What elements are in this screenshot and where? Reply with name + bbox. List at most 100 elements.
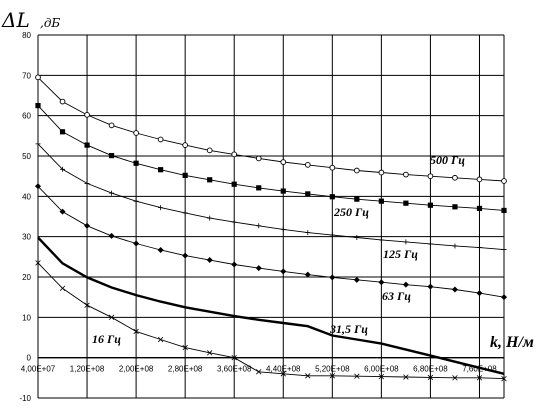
data-point xyxy=(207,177,213,183)
data-point xyxy=(256,185,262,191)
data-point xyxy=(476,375,483,381)
y-tick-label: 30 xyxy=(22,233,31,242)
series-line xyxy=(37,262,505,380)
x-tick-label: 6,00E+08 xyxy=(364,365,399,374)
data-point xyxy=(182,210,188,216)
data-point xyxy=(305,230,311,236)
grid-lines xyxy=(37,34,505,399)
data-point xyxy=(280,371,286,377)
data-point xyxy=(108,122,115,129)
data-point xyxy=(403,200,409,206)
data-point xyxy=(59,285,66,291)
series-16-hz xyxy=(35,260,507,382)
data-point xyxy=(182,344,188,351)
data-point xyxy=(452,375,458,381)
data-point xyxy=(378,279,385,286)
data-point xyxy=(501,375,507,382)
data-point xyxy=(84,142,90,148)
data-point xyxy=(403,171,409,178)
data-point xyxy=(133,130,139,136)
y-tick-label: 10 xyxy=(22,313,31,322)
data-point xyxy=(256,223,262,229)
data-point xyxy=(157,136,164,143)
series-line xyxy=(37,77,505,182)
data-point xyxy=(501,178,507,184)
series-250-hz xyxy=(35,102,507,214)
y-axis-label: ΔL xyxy=(1,8,30,32)
data-point xyxy=(157,336,164,343)
data-point xyxy=(378,237,384,243)
data-point xyxy=(182,142,189,148)
series-label: 16 Гц xyxy=(92,332,121,346)
series-line xyxy=(37,236,505,375)
data-point xyxy=(353,167,360,174)
series-line xyxy=(37,185,505,298)
data-point xyxy=(231,354,237,361)
data-point xyxy=(84,302,90,308)
series-label: 125 Гц xyxy=(383,247,418,261)
data-point xyxy=(108,314,115,321)
data-point xyxy=(304,271,311,278)
x-tick-label: 7,60E+08 xyxy=(462,365,497,374)
x-tick-label: 2,80E+08 xyxy=(168,365,203,374)
data-point xyxy=(427,173,434,180)
data-point xyxy=(280,159,287,165)
y-tick-label: 50 xyxy=(22,152,31,161)
data-point xyxy=(501,294,507,301)
data-point xyxy=(60,166,66,172)
data-point xyxy=(329,194,335,200)
x-tick-label: 1,20E+08 xyxy=(70,365,105,374)
x-axis-label: k, Н/м xyxy=(490,334,534,351)
data-point xyxy=(305,373,311,379)
series-labels: 500 Гц 250 Гц 125 Гц 63 Гц 31,5 Гц 16 Гц xyxy=(92,153,465,346)
data-point xyxy=(207,215,213,221)
data-point xyxy=(157,246,164,253)
data-point xyxy=(427,283,434,290)
data-point xyxy=(231,181,237,187)
series-line xyxy=(37,105,505,211)
data-point xyxy=(354,373,360,379)
data-point xyxy=(402,281,409,288)
data-point xyxy=(133,198,139,204)
data-point xyxy=(231,261,238,268)
data-point xyxy=(403,374,409,380)
x-tick-label: 2,00E+08 xyxy=(119,365,154,374)
data-point xyxy=(206,257,213,264)
x-tick-labels: 4,00E+07 1,20E+08 2,00E+08 2,80E+08 3,60E+08… xyxy=(21,365,498,374)
data-point xyxy=(59,98,66,105)
data-point xyxy=(280,268,287,275)
data-point xyxy=(108,232,115,239)
data-point xyxy=(378,198,384,204)
data-point xyxy=(158,205,164,211)
data-point xyxy=(354,196,360,202)
data-point xyxy=(329,232,335,238)
data-point xyxy=(182,172,188,178)
data-point xyxy=(206,147,213,154)
data-point xyxy=(231,151,238,158)
data-point xyxy=(207,350,213,356)
data-point xyxy=(427,202,434,208)
data-point xyxy=(133,328,139,335)
data-point xyxy=(378,169,385,176)
data-point xyxy=(59,208,66,215)
series-label: 250 Гц xyxy=(333,205,369,219)
data-point xyxy=(427,374,434,381)
data-point xyxy=(427,241,433,247)
y-tick-label: 80 xyxy=(22,31,31,40)
data-point xyxy=(108,152,115,159)
x-tick-label: 6,80E+08 xyxy=(413,365,448,374)
series-line xyxy=(37,143,505,251)
y-tick-labels: -10 0 10 20 30 40 50 60 70 80 xyxy=(19,31,31,403)
y-tick-label: 40 xyxy=(22,192,31,201)
series-label: 31,5 Гц xyxy=(329,322,368,336)
data-point xyxy=(35,102,41,109)
data-point xyxy=(329,164,336,171)
x-tick-label: 4,40E+08 xyxy=(266,365,301,374)
x-tick-label: 5,20E+08 xyxy=(315,365,350,374)
data-point xyxy=(35,183,41,190)
data-point xyxy=(452,174,458,181)
data-point xyxy=(59,129,66,135)
data-point xyxy=(304,162,311,168)
data-point xyxy=(329,274,336,281)
data-point xyxy=(452,243,458,249)
